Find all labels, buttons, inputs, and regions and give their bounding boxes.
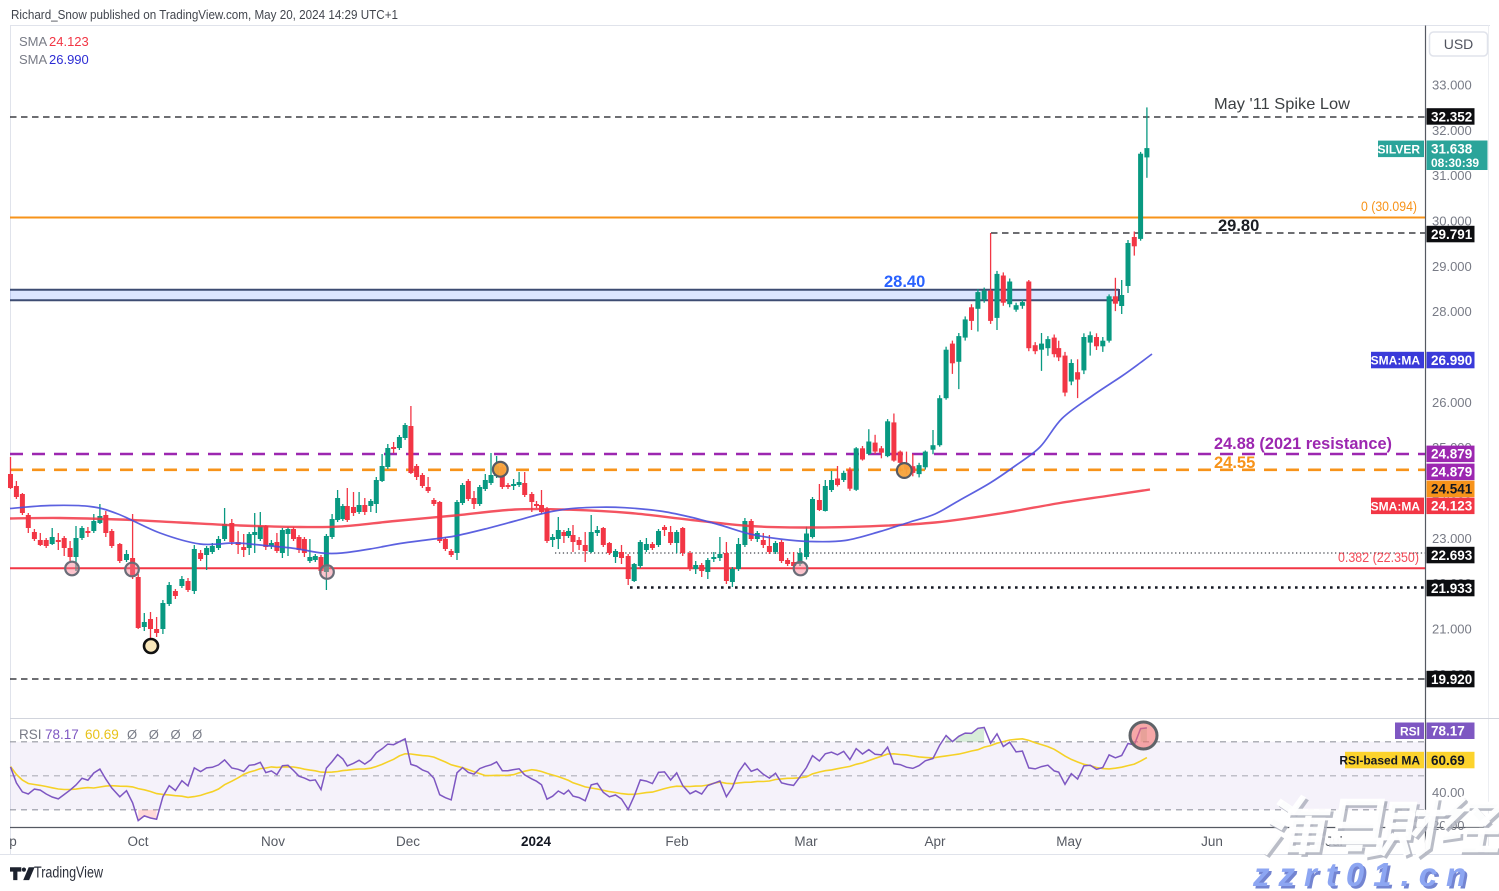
svg-text:SMA:MA: SMA:MA [1371,354,1421,368]
svg-text:RSI: RSI [19,727,42,742]
svg-text:29.791: 29.791 [1431,227,1473,242]
svg-text:29.80: 29.80 [1218,217,1259,235]
svg-text:24.541: 24.541 [1431,482,1473,497]
svg-text:0 (30.094): 0 (30.094) [1361,199,1417,214]
svg-text:RSI-based MA: RSI-based MA [1339,754,1420,768]
svg-text:2024: 2024 [521,834,552,849]
svg-text:24.123: 24.123 [1431,499,1473,514]
svg-text:May: May [1056,834,1082,849]
svg-text:zzrt01.cn: zzrt01.cn [1255,859,1478,891]
svg-text:p: p [9,834,17,849]
svg-text:40.00: 40.00 [1432,785,1465,800]
svg-text:Richard_Snow published on Trad: Richard_Snow published on TradingView.co… [11,7,398,22]
svg-text:31.000: 31.000 [1432,168,1472,183]
svg-text:Oct: Oct [127,834,148,849]
svg-text:24.88 (2021 resistance): 24.88 (2021 resistance) [1214,435,1392,453]
svg-text:USD: USD [1444,36,1474,52]
svg-text:Nov: Nov [261,834,285,849]
svg-text:zzrt01.cn: zzrt01.cn [1252,856,1475,891]
svg-text:SMA: SMA [19,34,48,49]
svg-text:RSI: RSI [1400,724,1420,738]
svg-text:0.382 (22.350): 0.382 (22.350) [1338,550,1419,565]
svg-text:78.17: 78.17 [45,727,79,742]
svg-text:28.40: 28.40 [884,273,925,291]
svg-text:26.990: 26.990 [49,52,89,67]
svg-text:SMA:MA: SMA:MA [1371,499,1421,513]
svg-text:21.933: 21.933 [1431,581,1473,596]
svg-text:Apr: Apr [924,834,946,849]
svg-text:May '11 Spike Low: May '11 Spike Low [1214,96,1350,113]
svg-text:24.123: 24.123 [49,34,89,49]
svg-text:SILVER: SILVER [1378,142,1421,156]
svg-text:30.000: 30.000 [1432,214,1472,229]
svg-text:21.000: 21.000 [1432,622,1472,637]
svg-text:60.69: 60.69 [1431,753,1465,768]
svg-text:24.55: 24.55 [1214,454,1255,472]
svg-text:23.000: 23.000 [1432,531,1472,546]
svg-text:26.990: 26.990 [1431,353,1472,368]
svg-text:24.879: 24.879 [1431,447,1472,462]
svg-text:28.000: 28.000 [1432,304,1472,319]
svg-text:Feb: Feb [665,834,688,849]
svg-text:08:30:39: 08:30:39 [1431,156,1479,170]
svg-text:Ø Ø Ø Ø: Ø Ø Ø Ø [127,727,206,742]
svg-text:19.920: 19.920 [1431,672,1472,687]
svg-text:26.000: 26.000 [1432,395,1472,410]
svg-text:33.000: 33.000 [1432,78,1472,93]
svg-text:32.352: 32.352 [1431,109,1472,124]
svg-text:78.17: 78.17 [1431,724,1465,739]
svg-text:32.000: 32.000 [1432,123,1472,138]
svg-text:Dec: Dec [396,834,420,849]
svg-text:SMA: SMA [19,52,48,67]
svg-text:Jun: Jun [1201,834,1223,849]
svg-text:Mar: Mar [794,834,818,849]
svg-text:31.638: 31.638 [1431,142,1473,157]
svg-text:TradingView: TradingView [34,865,104,882]
svg-text:22.693: 22.693 [1431,548,1473,563]
svg-text:29.000: 29.000 [1432,259,1472,274]
svg-text:24.879: 24.879 [1431,465,1472,480]
svg-text:60.69: 60.69 [85,727,119,742]
